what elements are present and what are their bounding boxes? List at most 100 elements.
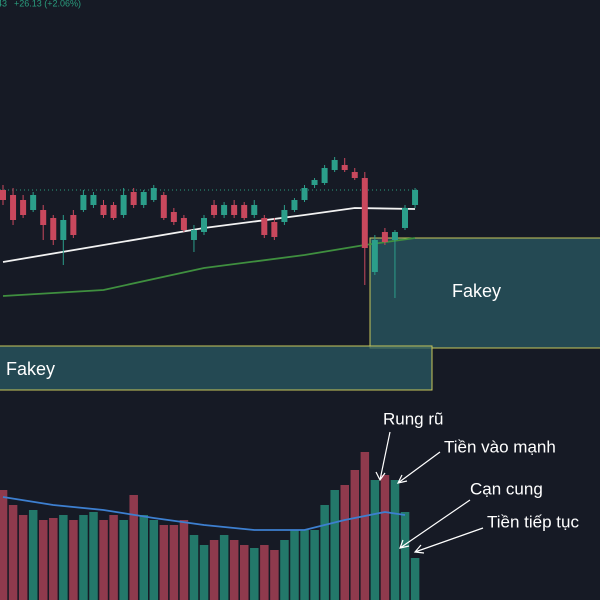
volume-bar [149, 520, 159, 600]
candle-body [271, 222, 278, 237]
volume-bar [240, 545, 249, 600]
candle-body [331, 160, 338, 170]
candle-body [371, 240, 378, 272]
volume-bar [250, 548, 259, 600]
volume-bar [219, 535, 229, 600]
candle-body [60, 220, 67, 240]
arrow [375, 431, 391, 482]
annotation: Tiền vào mạnh [444, 437, 556, 456]
candle-body [90, 195, 97, 205]
candle-body [211, 205, 218, 215]
candle-body [391, 232, 398, 240]
volume-bar [129, 495, 138, 600]
price-fragment: 43 [0, 0, 7, 8]
candle-body [100, 205, 107, 215]
price-change: +26.13 (+2.06%) [14, 0, 81, 8]
volume-bar [49, 518, 58, 600]
volume-bar [360, 452, 370, 600]
volume-bar [199, 545, 209, 600]
volume-bar [0, 490, 8, 600]
candle-body [20, 200, 27, 215]
volume-bar [380, 475, 390, 600]
volume-bar [330, 490, 339, 600]
volume-bar [300, 530, 309, 600]
volume-bar [169, 525, 179, 600]
candle-body [361, 178, 368, 248]
candle-body [251, 205, 258, 215]
volume-bar [18, 515, 28, 600]
candle-body [160, 195, 167, 218]
annotation: Cạn cung [470, 479, 543, 498]
zone-box [0, 345, 433, 391]
volume-bar [280, 540, 289, 600]
candle-body [291, 200, 298, 210]
candle-body [50, 218, 57, 240]
candle-body [170, 212, 177, 222]
candle-body [311, 180, 318, 185]
marks [0, 157, 420, 600]
candle-body [231, 205, 238, 215]
moving-average [2, 237, 416, 297]
volume-bar [390, 480, 400, 600]
annotation: Tiền tiếp tục [487, 512, 579, 531]
candle-body [110, 205, 117, 218]
volume-bar [28, 510, 38, 600]
candle-body [120, 195, 127, 215]
volume-bar [8, 505, 18, 600]
volume-bar [350, 470, 360, 600]
volume-bar [370, 480, 380, 600]
candle-body [381, 232, 388, 242]
candle-body [321, 168, 328, 183]
volume-bar [179, 520, 189, 600]
volume-bar [89, 512, 98, 600]
volume-bar [320, 505, 329, 600]
candle-body [150, 188, 157, 200]
zone-label: Fakey [6, 359, 55, 379]
volume-bar [400, 512, 410, 600]
zone-box [369, 237, 600, 349]
candle-body [241, 205, 248, 218]
candle-body [301, 188, 308, 200]
volume-bar [209, 540, 219, 600]
candle-body [261, 218, 268, 235]
candle-body [221, 205, 228, 215]
volume-bar [109, 515, 118, 600]
candle-body [180, 218, 187, 230]
volume-bar [410, 558, 420, 600]
candle-body [70, 215, 77, 235]
volume-bar [59, 515, 68, 600]
candle-body [281, 210, 288, 222]
candle-body [30, 195, 37, 210]
candle-body [130, 192, 137, 205]
volume-bar [310, 530, 319, 600]
volume-bar [79, 515, 88, 600]
annotation: Rung rũ [383, 409, 443, 428]
volume-bar [270, 550, 279, 600]
volume-bar [69, 520, 78, 600]
volume-bar [260, 545, 269, 600]
candle-body [80, 195, 87, 210]
candle-body [402, 208, 408, 228]
volume-bar [189, 535, 199, 600]
arrow [396, 451, 441, 484]
candle-body [412, 190, 419, 205]
candle-body [201, 218, 207, 232]
candle-body [40, 210, 47, 225]
candle-body [341, 165, 348, 170]
volume-bar [340, 485, 349, 600]
candle-body [190, 230, 197, 240]
volume-bar [290, 530, 299, 600]
candle-body [140, 192, 147, 205]
arrow [413, 527, 484, 554]
volume-bar [159, 525, 169, 600]
candle-body [351, 172, 358, 178]
volume-bar [99, 520, 108, 600]
volume-bar [39, 520, 48, 600]
moving-average [2, 496, 406, 531]
volume-bar [139, 515, 148, 600]
arrows [375, 431, 484, 554]
arrow [399, 499, 471, 549]
zone-label: Fakey [452, 281, 501, 301]
candle-body [0, 190, 6, 200]
